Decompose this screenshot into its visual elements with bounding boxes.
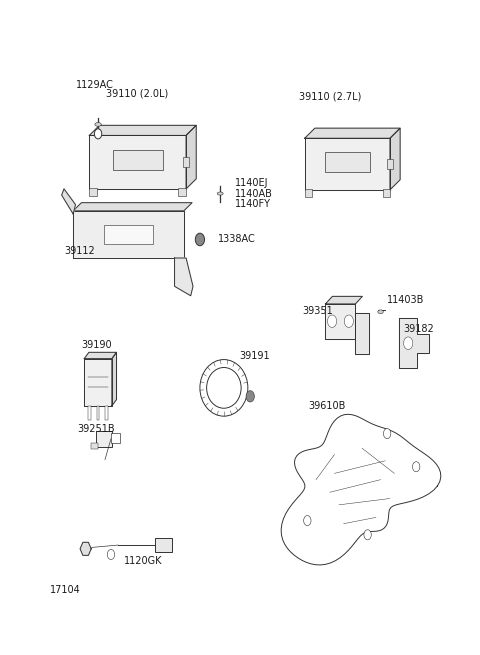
Ellipse shape [206, 367, 241, 408]
Polygon shape [80, 542, 91, 555]
Polygon shape [305, 128, 400, 138]
Ellipse shape [217, 192, 223, 195]
Polygon shape [399, 318, 429, 368]
Polygon shape [84, 359, 112, 406]
Bar [383, 189, 390, 196]
Text: 39251B: 39251B [78, 424, 115, 434]
Ellipse shape [200, 360, 248, 416]
Bar [89, 188, 97, 196]
Polygon shape [305, 138, 390, 190]
Bar [88, 406, 91, 420]
Text: 39110 (2.7L): 39110 (2.7L) [299, 91, 361, 101]
Text: 17104: 17104 [50, 586, 81, 595]
Polygon shape [84, 352, 117, 359]
Bar [91, 443, 98, 449]
Text: 39191: 39191 [239, 351, 270, 361]
Text: 1120GK: 1120GK [124, 556, 162, 567]
Bar [96, 406, 99, 420]
Polygon shape [325, 304, 355, 339]
Ellipse shape [95, 122, 101, 126]
Polygon shape [281, 415, 441, 565]
Text: 1129AC: 1129AC [76, 81, 114, 90]
Polygon shape [186, 125, 196, 189]
Circle shape [195, 233, 204, 246]
Bar [387, 159, 393, 168]
Text: 39610B: 39610B [308, 401, 346, 411]
Text: 1338AC: 1338AC [218, 234, 256, 244]
Circle shape [108, 550, 115, 559]
Bar [104, 225, 154, 244]
Polygon shape [89, 125, 196, 136]
Polygon shape [73, 211, 184, 258]
Polygon shape [73, 202, 192, 211]
Text: 11403B: 11403B [386, 295, 424, 305]
Bar [155, 538, 172, 552]
Text: 39351: 39351 [302, 305, 333, 316]
Text: 1140FY: 1140FY [234, 199, 270, 209]
Circle shape [404, 337, 413, 350]
Circle shape [246, 390, 254, 402]
Circle shape [384, 428, 391, 439]
Text: 39112: 39112 [64, 246, 95, 256]
Text: 1140EJ: 1140EJ [234, 178, 268, 188]
Ellipse shape [378, 310, 384, 314]
Text: 1140AB: 1140AB [234, 189, 272, 198]
Text: 39182: 39182 [403, 324, 434, 335]
Bar [325, 152, 370, 172]
Circle shape [95, 129, 102, 139]
Bar [183, 157, 189, 167]
Circle shape [327, 315, 336, 328]
Bar [111, 433, 120, 443]
Text: 39110 (2.0L): 39110 (2.0L) [107, 88, 168, 99]
Bar [96, 431, 112, 447]
Bar [112, 150, 163, 170]
Polygon shape [355, 312, 369, 354]
Text: 39190: 39190 [81, 340, 112, 350]
Circle shape [304, 515, 311, 525]
Polygon shape [112, 352, 117, 406]
Polygon shape [175, 258, 193, 296]
Bar [305, 189, 312, 196]
Bar [179, 188, 186, 196]
Polygon shape [61, 189, 75, 214]
Polygon shape [325, 296, 362, 304]
Bar [105, 406, 108, 420]
Circle shape [344, 315, 353, 328]
Circle shape [364, 530, 372, 540]
Circle shape [412, 462, 420, 472]
Polygon shape [390, 128, 400, 190]
Polygon shape [89, 136, 186, 189]
